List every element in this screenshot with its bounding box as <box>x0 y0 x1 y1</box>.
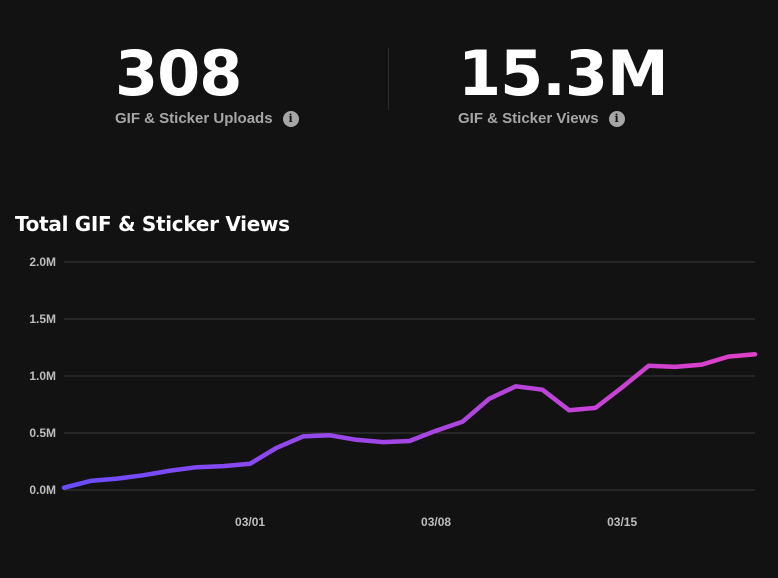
y-tick-label: 1.0M <box>29 369 56 383</box>
y-tick-label: 0.0M <box>29 483 56 497</box>
series-line-total-views <box>61 352 758 490</box>
views-label: GIF & Sticker Views <box>458 110 599 127</box>
x-tick-label: 03/08 <box>421 515 451 529</box>
views-label-row: GIF & Sticker Views i <box>458 110 668 127</box>
y-tick-label: 0.5M <box>29 426 56 440</box>
uploads-label-row: GIF & Sticker Uploads i <box>115 110 299 127</box>
info-icon[interactable]: i <box>608 110 625 127</box>
uploads-stat: 308 GIF & Sticker Uploads i <box>115 40 299 127</box>
stats-divider <box>388 48 389 110</box>
views-value: 15.3M <box>458 37 669 110</box>
y-tick-label: 2.0M <box>29 255 56 269</box>
y-tick-label: 1.5M <box>29 312 56 326</box>
chart-title: Total GIF & Sticker Views <box>15 212 290 236</box>
uploads-label: GIF & Sticker Uploads <box>115 110 273 127</box>
x-tick-label: 03/15 <box>607 515 637 529</box>
views-stat: 15.3M GIF & Sticker Views i <box>458 37 669 128</box>
uploads-value: 308 <box>115 37 242 110</box>
info-icon[interactable]: i <box>282 110 299 127</box>
x-tick-label: 03/01 <box>235 515 265 529</box>
